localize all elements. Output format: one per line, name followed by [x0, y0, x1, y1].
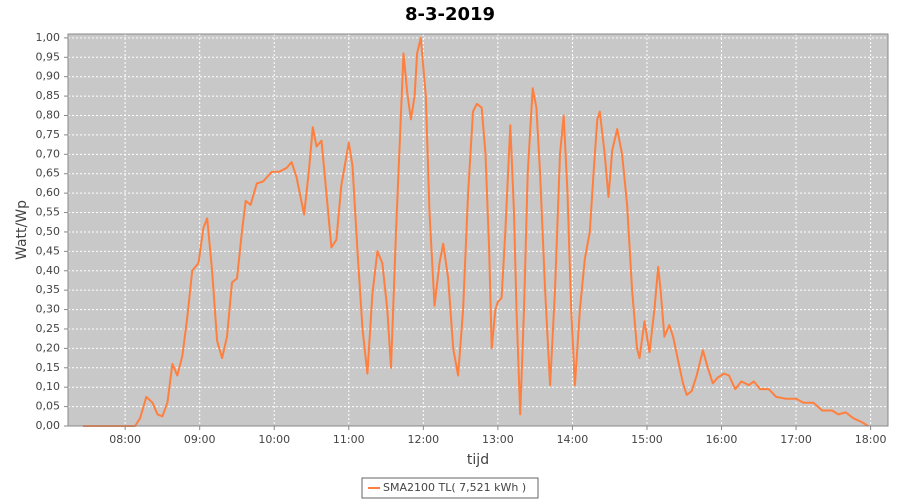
x-tick-label: 16:00 — [706, 433, 738, 446]
y-tick-label: 0,50 — [36, 225, 61, 238]
y-tick-label: 0,00 — [36, 419, 61, 432]
y-tick-label: 0,10 — [36, 380, 61, 393]
y-tick-label: 0,20 — [36, 341, 61, 354]
y-tick-label: 0,60 — [36, 186, 61, 199]
y-tick-label: 0,90 — [36, 70, 61, 83]
y-tick-label: 0,95 — [36, 50, 61, 63]
y-tick-label: 0,55 — [36, 206, 61, 219]
y-tick-label: 0,75 — [36, 128, 61, 141]
y-tick-label: 0,65 — [36, 167, 61, 180]
x-tick-label: 09:00 — [184, 433, 216, 446]
y-tick-label: 0,40 — [36, 264, 61, 277]
chart-title: 8-3-2019 — [405, 4, 495, 25]
legend-label: SMA2100 TL( 7,521 kWh ) — [383, 481, 526, 494]
y-tick-label: 0,15 — [36, 361, 61, 374]
x-tick-label: 17:00 — [780, 433, 812, 446]
x-tick-label: 13:00 — [482, 433, 514, 446]
y-tick-label: 1,00 — [36, 31, 61, 44]
y-tick-label: 0,70 — [36, 147, 61, 160]
x-axis-label: tijd — [467, 452, 489, 468]
legend-box — [361, 477, 539, 499]
y-tick-label: 0,05 — [36, 400, 61, 413]
y-tick-label: 0,45 — [36, 244, 61, 257]
x-tick-label: 11:00 — [333, 433, 365, 446]
x-tick-label: 18:00 — [855, 433, 887, 446]
y-tick-label: 0,80 — [36, 109, 61, 122]
x-tick-label: 12:00 — [407, 433, 439, 446]
y-axis-label: Watt/Wp — [14, 200, 30, 260]
x-tick-label: 15:00 — [631, 433, 663, 446]
y-tick-label: 0,85 — [36, 89, 61, 102]
x-tick-label: 10:00 — [258, 433, 290, 446]
y-tick-label: 0,30 — [36, 303, 61, 316]
plot-border — [67, 33, 889, 427]
data-line — [82, 36, 869, 427]
x-tick-label: 14:00 — [557, 433, 589, 446]
y-tick-label: 0,35 — [36, 283, 61, 296]
y-tick-label: 0,25 — [36, 322, 61, 335]
x-tick-label: 08:00 — [109, 433, 141, 446]
plot-area — [68, 34, 888, 426]
